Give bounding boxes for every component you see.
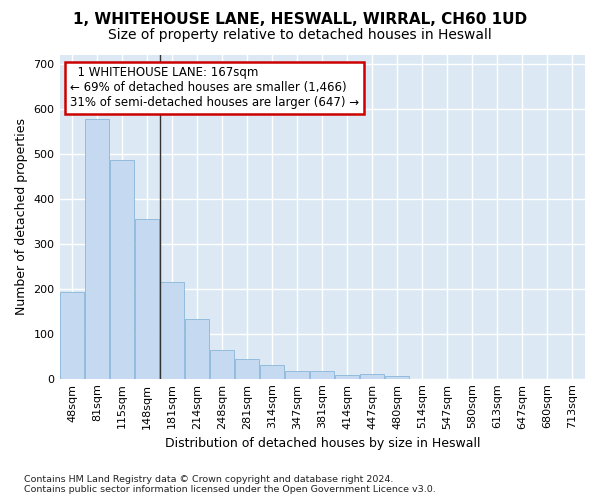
Bar xyxy=(110,160,134,378)
Text: 1, WHITEHOUSE LANE, HESWALL, WIRRAL, CH60 1UD: 1, WHITEHOUSE LANE, HESWALL, WIRRAL, CH6… xyxy=(73,12,527,28)
Bar xyxy=(135,219,159,378)
Bar xyxy=(160,282,184,378)
Bar xyxy=(385,376,409,378)
Bar xyxy=(360,374,385,378)
Bar xyxy=(210,350,235,378)
Text: 1 WHITEHOUSE LANE: 167sqm  
← 69% of detached houses are smaller (1,466)
31% of : 1 WHITEHOUSE LANE: 167sqm ← 69% of detac… xyxy=(70,66,359,110)
Bar xyxy=(335,374,359,378)
Bar xyxy=(85,119,109,378)
Text: Contains public sector information licensed under the Open Government Licence v3: Contains public sector information licen… xyxy=(24,485,436,494)
Text: Size of property relative to detached houses in Heswall: Size of property relative to detached ho… xyxy=(108,28,492,42)
Bar xyxy=(310,372,334,378)
Bar xyxy=(60,292,84,378)
Bar xyxy=(235,359,259,378)
Bar xyxy=(260,364,284,378)
Bar xyxy=(285,372,310,378)
Bar xyxy=(185,319,209,378)
Text: Contains HM Land Registry data © Crown copyright and database right 2024.: Contains HM Land Registry data © Crown c… xyxy=(24,475,394,484)
Y-axis label: Number of detached properties: Number of detached properties xyxy=(15,118,28,316)
X-axis label: Distribution of detached houses by size in Heswall: Distribution of detached houses by size … xyxy=(164,437,480,450)
